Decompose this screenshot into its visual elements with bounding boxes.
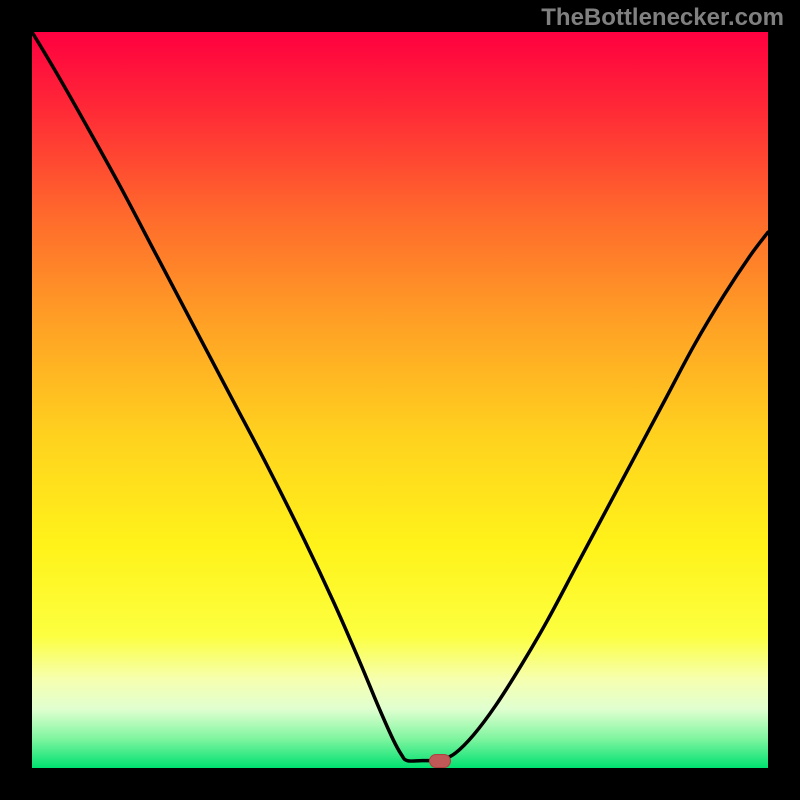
watermark-text: TheBottlenecker.com — [541, 4, 784, 32]
optimum-marker — [429, 754, 451, 768]
bottleneck-curve — [32, 32, 768, 768]
chart-container: TheBottlenecker.com — [0, 0, 800, 800]
plot-area — [32, 32, 768, 768]
